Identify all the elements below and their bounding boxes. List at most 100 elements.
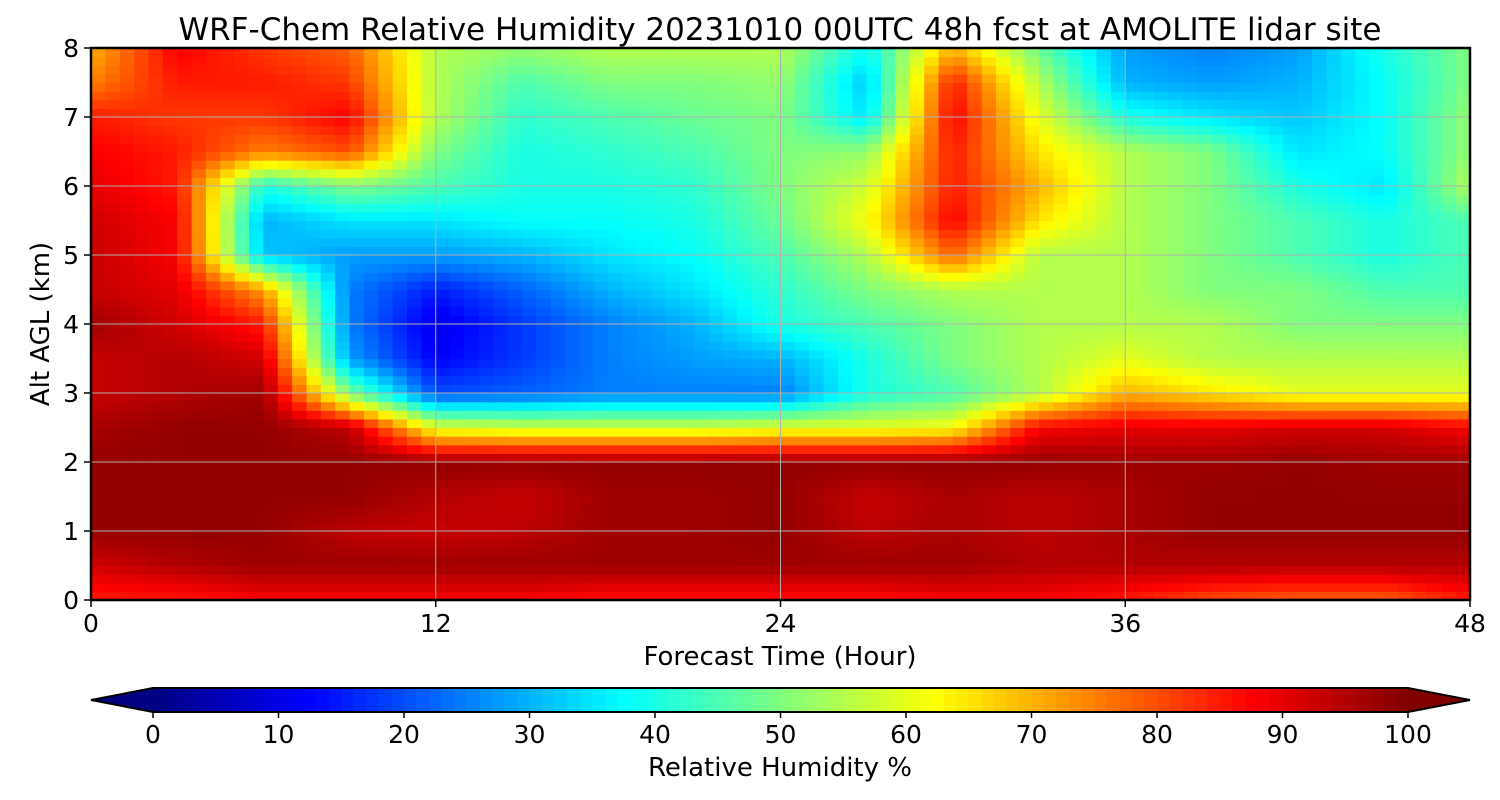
heatmap-cell	[694, 384, 710, 394]
heatmap-cell	[1398, 401, 1414, 411]
heatmap-cell	[191, 280, 207, 291]
heatmap-cell	[1340, 272, 1356, 282]
heatmap-cell	[1182, 548, 1198, 558]
heatmap-cell	[220, 591, 236, 600]
heatmap-cell	[162, 160, 178, 170]
heatmap-cell	[708, 591, 724, 600]
heatmap-cell	[809, 556, 825, 567]
heatmap-cell	[1340, 556, 1356, 567]
heatmap-cell	[1398, 237, 1414, 247]
heatmap-cell	[1139, 237, 1155, 247]
heatmap-cell	[579, 505, 595, 515]
heatmap-cell	[737, 375, 753, 385]
heatmap-cell	[1197, 384, 1213, 394]
heatmap-cell	[1412, 229, 1428, 239]
heatmap-cell	[995, 203, 1011, 213]
heatmap-cell	[593, 574, 609, 584]
heatmap-cell	[909, 513, 925, 523]
heatmap-cell	[766, 479, 782, 489]
heatmap-cell	[593, 289, 609, 299]
heatmap-cell	[1311, 324, 1327, 334]
heatmap-cell	[1125, 375, 1141, 385]
heatmap-cell	[1110, 263, 1126, 273]
heatmap-cell	[435, 505, 451, 515]
heatmap-cell	[952, 487, 968, 498]
heatmap-cell	[306, 453, 322, 463]
heatmap-cell	[1153, 263, 1169, 273]
heatmap-cell	[837, 582, 853, 592]
heatmap-cell	[277, 151, 293, 161]
heatmap-cell	[220, 548, 236, 558]
heatmap-cell	[378, 177, 394, 187]
heatmap-cell	[1455, 496, 1470, 506]
heatmap-cell	[335, 263, 351, 273]
heatmap-cell	[852, 462, 868, 472]
heatmap-cell	[723, 220, 739, 230]
heatmap-cell	[952, 531, 968, 541]
heatmap-cell	[493, 574, 509, 584]
heatmap-cell	[205, 487, 221, 498]
heatmap-cell	[708, 263, 724, 273]
heatmap-cell	[766, 375, 782, 385]
heatmap-cell	[1096, 531, 1112, 541]
heatmap-cell	[952, 168, 968, 178]
heatmap-cell	[809, 384, 825, 394]
heatmap-cell	[1412, 358, 1428, 368]
heatmap-cell	[981, 496, 997, 506]
heatmap-cell	[679, 487, 695, 498]
heatmap-cell	[392, 479, 408, 489]
heatmap-cell	[1412, 513, 1428, 523]
heatmap-cell	[1455, 220, 1470, 230]
heatmap-cell	[866, 349, 882, 360]
heatmap-cell	[119, 306, 135, 316]
heatmap-cell	[1082, 479, 1098, 489]
heatmap-cell	[407, 177, 422, 187]
heatmap-cell	[1010, 255, 1026, 265]
heatmap-cell	[205, 246, 221, 256]
heatmap-cell	[579, 229, 595, 239]
heatmap-cell	[450, 574, 466, 584]
heatmap-cell	[636, 548, 652, 558]
heatmap-cell	[450, 315, 466, 325]
heatmap-cell	[593, 168, 609, 178]
heatmap-cell	[1268, 479, 1284, 489]
heatmap-cell	[1082, 332, 1098, 342]
heatmap-cell	[1340, 186, 1356, 196]
heatmap-cell	[1326, 211, 1342, 222]
heatmap-cell	[593, 220, 609, 230]
heatmap-cell	[464, 358, 480, 368]
heatmap-cell	[292, 160, 308, 170]
heatmap-cell	[924, 177, 940, 187]
heatmap-cell	[881, 582, 897, 592]
heatmap-cell	[407, 289, 422, 299]
heatmap-cell	[1254, 151, 1270, 161]
heatmap-cell	[1283, 531, 1299, 541]
heatmap-cell	[1096, 229, 1112, 239]
heatmap-cell	[363, 280, 379, 291]
heatmap-cell	[292, 272, 308, 282]
heatmap-cell	[608, 470, 624, 480]
heatmap-cell	[737, 574, 753, 584]
heatmap-cell	[148, 332, 164, 342]
heatmap-cell	[536, 548, 552, 558]
heatmap-cell	[924, 272, 940, 282]
heatmap-cell	[1254, 427, 1270, 437]
heatmap-cell	[622, 229, 638, 239]
heatmap-cell	[766, 237, 782, 247]
heatmap-cell	[320, 315, 336, 325]
heatmap-cell	[1010, 582, 1026, 592]
heatmap-cell	[622, 237, 638, 247]
heatmap-cell	[565, 332, 580, 342]
heatmap-cell	[1254, 220, 1270, 230]
heatmap-cell	[1082, 410, 1098, 420]
heatmap-cell	[335, 341, 351, 351]
heatmap-cell	[392, 418, 408, 429]
heatmap-cell	[794, 211, 810, 222]
heatmap-cell	[421, 298, 437, 308]
heatmap-cell	[1455, 315, 1470, 325]
heatmap-cell	[1110, 505, 1126, 515]
heatmap-cell	[1426, 487, 1442, 498]
heatmap-cell	[507, 186, 523, 196]
heatmap-cell	[105, 548, 121, 558]
heatmap-cell	[924, 548, 940, 558]
